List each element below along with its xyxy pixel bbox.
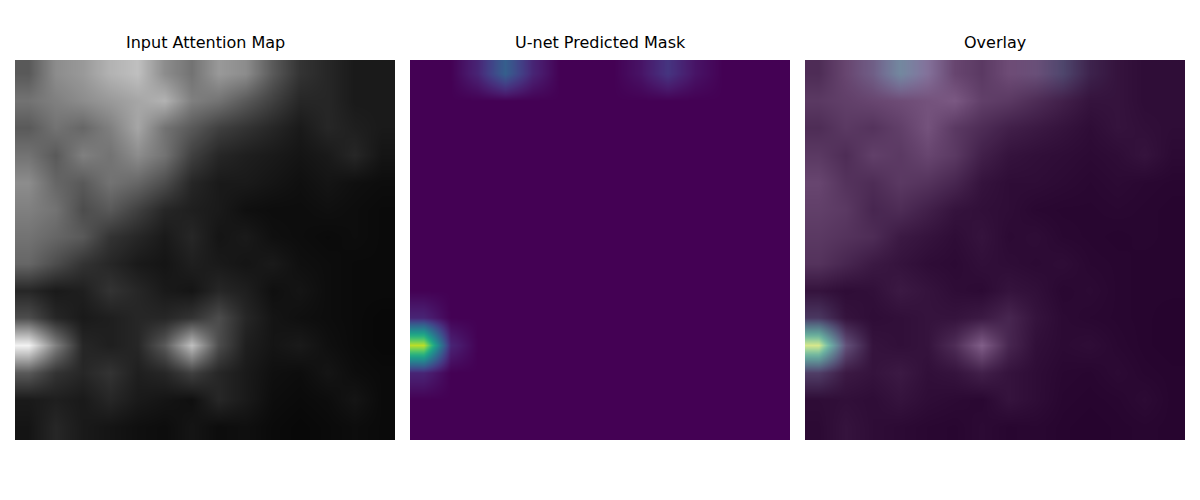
svg-text:Overlay: Overlay: [964, 33, 1026, 52]
svg-text:U-net Predicted Mask: U-net Predicted Mask: [515, 33, 686, 52]
svg-text:Input Attention Map: Input Attention Map: [126, 33, 285, 52]
